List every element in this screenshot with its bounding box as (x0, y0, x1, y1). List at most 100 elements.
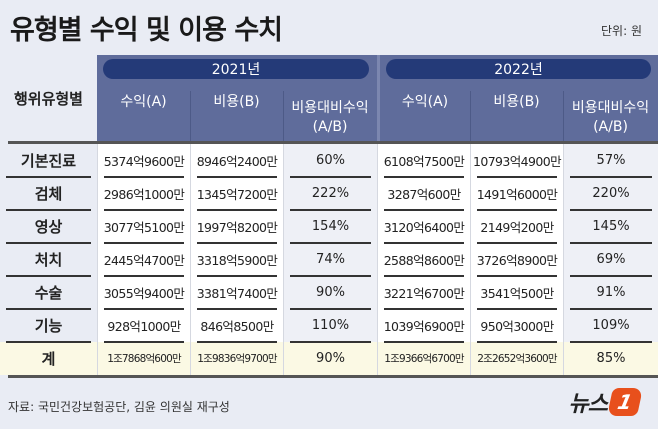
row-divider (477, 176, 557, 178)
row-divider (290, 209, 371, 211)
cell-2022-ratio: 109% (563, 308, 658, 342)
table-row: 검체 2986억1000만 1345억7200만 222% 3287억600만 … (0, 176, 658, 210)
source-caption: 자료: 국민건강보험공단, 김윤 의원실 재구성 (8, 400, 230, 414)
cell-text: 74% (316, 252, 345, 267)
row-label: 기본진료 (20, 152, 77, 170)
cell-text: 90% (316, 351, 345, 366)
page-title: 유형별 수익 및 이용 수치 (10, 15, 283, 46)
cell-text: 3120억6400만 (383, 220, 465, 235)
cell-text: 145% (592, 219, 630, 234)
cell-2021-revenue: 1조7868억600만 (97, 341, 190, 375)
row-divider (477, 308, 557, 310)
col-head-2022-cost: 비용(B) (470, 87, 563, 142)
cell-text: 3381억7400만 (196, 286, 278, 301)
row-divider (104, 341, 184, 343)
row-label: 영상 (0, 209, 97, 243)
cell-2022-ratio: 69% (563, 242, 658, 276)
row-divider (6, 176, 91, 178)
row-divider (570, 209, 652, 211)
col-head-text: 비용대비수익 (291, 99, 369, 116)
cell-2021-cost: 846억8500만 (190, 308, 283, 342)
row-divider (104, 242, 184, 244)
cell-text: 1조9836억9700만 (197, 353, 277, 365)
row-divider (290, 308, 371, 310)
cell-text: 1039억6900만 (383, 319, 465, 334)
table-row: 기능 928억1000만 846억8500만 110% 1039억6900만 9… (0, 308, 658, 342)
row-label-header: 행위유형별 (13, 90, 83, 108)
row-label-text: 검체 (34, 185, 63, 203)
row-divider (384, 275, 464, 277)
row-divider (384, 341, 464, 343)
cell-text: 2149억200만 (480, 220, 554, 235)
table-row: 영상 3077억5100만 1997억8200만 154% 3120억6400만… (0, 209, 658, 243)
table-row-total: 계 1조7868억600만 1조9836억9700만 90% 1조9366억67… (0, 341, 658, 375)
col-head-text: 수익(A) (120, 94, 167, 110)
cell-text: 154% (311, 219, 350, 234)
cell-2021-cost: 1345억7200만 (190, 176, 283, 210)
row-divider (290, 242, 371, 244)
row-divider (290, 176, 371, 178)
table-header: 2021년 2022년 수익(A) 비용(B) 비용대비수익 (A/B) 수익(… (97, 55, 658, 142)
row-label: 처치 (0, 242, 97, 276)
cell-text: 220% (592, 186, 630, 201)
cell-text: 2조2652억3600만 (477, 353, 557, 365)
row-divider (290, 341, 371, 343)
cell-2021-ratio: 222% (283, 176, 377, 210)
row-divider (384, 209, 464, 211)
cell-2022-revenue: 1039억6900만 (377, 308, 470, 342)
cell-2022-ratio: 91% (563, 275, 658, 309)
row-divider (6, 341, 91, 343)
cell-text: 1345억7200만 (196, 187, 278, 202)
row-divider (6, 242, 91, 244)
header-rule (8, 141, 658, 144)
cell-text: 928억1000만 (107, 319, 181, 334)
cell-2021-ratio: 90% (283, 341, 377, 375)
col-head-text: 비용대비수익 (571, 99, 650, 116)
cell-text: 950억3000만 (480, 319, 554, 334)
row-divider (570, 242, 652, 244)
cell-text: 846억8500만 (200, 319, 274, 334)
row-label: 수술 (0, 275, 97, 309)
col-head-2022-ratio: 비용대비수익 (A/B) (563, 87, 658, 142)
data-table: 기본진료 5374억9600만 8946억2400만 60% 6108억7500… (0, 144, 658, 375)
row-label: 계 (0, 341, 97, 375)
cell-text: 222% (311, 186, 350, 201)
cell-text: 109% (592, 318, 630, 333)
row-divider (6, 209, 91, 211)
row-label-text: 영상 (34, 218, 63, 236)
row-divider (570, 308, 652, 310)
cell-text: 3726억8900만 (476, 253, 558, 268)
cell-text: 2588억8600만 (383, 253, 465, 268)
cell-2022-ratio: 85% (563, 341, 658, 375)
col-head-2022-revenue: 수익(A) (380, 87, 470, 142)
cell-2022-revenue: 3287억600만 (377, 176, 470, 210)
cell-text: 3055억9400만 (103, 286, 185, 301)
cell-text: 1491억6000만 (476, 187, 558, 202)
row-label-text: 기능 (34, 317, 63, 335)
year-label-2021: 2021년 (103, 59, 369, 79)
cell-2022-revenue: 3221억6700만 (377, 275, 470, 309)
cell-2022-revenue: 1조9366억6700만 (377, 341, 470, 375)
row-label-text: 수술 (34, 284, 63, 302)
cell-2021-ratio: 154% (283, 209, 377, 243)
cell-2022-cost: 2149억200만 (470, 209, 563, 243)
cell-2021-ratio: 60% (283, 144, 377, 177)
col-head-text: 비용(B) (213, 94, 260, 110)
logo-text: 뉴스 (568, 392, 608, 417)
row-label-text: 계 (41, 350, 56, 368)
cell-2021-cost: 3318억5900만 (190, 242, 283, 276)
row-divider (197, 275, 277, 277)
cell-text: 1997억8200만 (196, 220, 278, 235)
row-divider (197, 341, 277, 343)
cell-text: 85% (596, 351, 626, 366)
news1-logo: 뉴스 1 (568, 386, 643, 418)
cell-text: 110% (311, 318, 350, 333)
col-divider (563, 91, 564, 142)
cell-2021-cost: 3381억7400만 (190, 275, 283, 309)
cell-text: 3541억500만 (480, 286, 554, 301)
col-head-2021-cost: 비용(B) (190, 87, 283, 142)
cell-2022-ratio: 145% (563, 209, 658, 243)
cell-2021-ratio: 74% (283, 242, 377, 276)
row-divider (384, 242, 464, 244)
row-divider (104, 209, 184, 211)
